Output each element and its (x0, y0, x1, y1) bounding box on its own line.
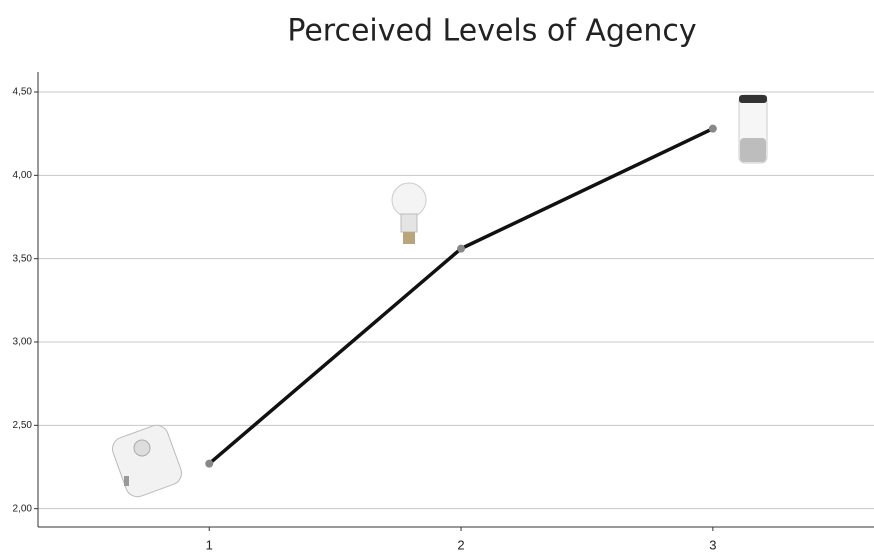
line-series (208, 127, 714, 465)
y-tick-label: 4,50 (13, 87, 33, 98)
bulb-icon (391, 182, 427, 244)
y-tick-label: 2,00 (13, 503, 33, 514)
y-tick-label: 3,50 (13, 253, 33, 264)
point (708, 124, 717, 133)
y-tick-label: 3,00 (13, 337, 33, 348)
point (457, 244, 466, 253)
x-tick-label: 2 (457, 537, 464, 552)
x-tick-label: 1 (206, 537, 213, 552)
plot-area: 2,00 2,50 3,00 3,50 4,00 4,50 1 2 3 (13, 72, 874, 552)
chart-title: Perceived Levels of Agency (287, 14, 696, 49)
y-tick-label: 4,00 (13, 170, 33, 181)
plug-icon (112, 424, 182, 498)
x-tick-label: 3 (709, 537, 716, 552)
speaker-icon (738, 94, 768, 164)
point (205, 459, 214, 468)
y-tick-label: 2,50 (13, 420, 33, 431)
